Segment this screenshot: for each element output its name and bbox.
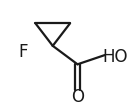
Text: O: O <box>71 88 84 106</box>
Text: F: F <box>18 43 28 61</box>
Text: HO: HO <box>102 48 127 66</box>
